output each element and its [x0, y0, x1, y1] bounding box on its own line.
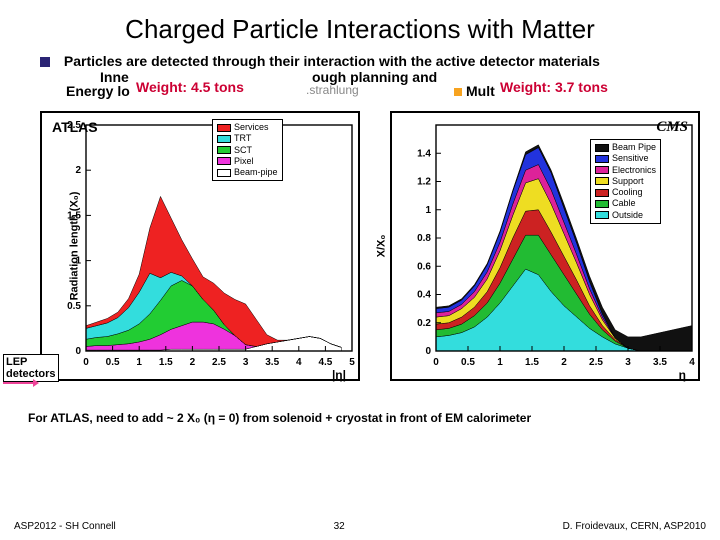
svg-text:0: 0: [83, 357, 89, 368]
mini-bullet: Mult: [454, 83, 495, 99]
svg-text:2: 2: [75, 165, 81, 176]
svg-text:0.5: 0.5: [67, 301, 81, 312]
weight-atlas: Weight: 4.5 tons: [136, 79, 244, 95]
footer: ASP2012 - SH Connell 32 D. Froidevaux, C…: [0, 521, 720, 532]
svg-text:5: 5: [349, 357, 355, 368]
legend: ServicesTRTSCTPixelBeam-pipe: [212, 119, 283, 181]
weights-row: Energy lo Inne Weight: 4.5 tons ough pla…: [0, 79, 720, 105]
svg-text:0.8: 0.8: [417, 233, 431, 244]
frag-inner: Inne: [100, 69, 129, 85]
svg-text:0: 0: [75, 346, 81, 357]
legend: Beam PipeSensitiveElectronicsSupportCool…: [590, 139, 661, 224]
svg-text:4: 4: [296, 357, 302, 368]
svg-text:3.5: 3.5: [653, 357, 667, 368]
svg-text:|η|: |η|: [332, 368, 346, 382]
cms-chart: CMS X/X₀ 00.511.522.533.5400.20.40.60.81…: [390, 111, 700, 381]
weight-cms: Weight: 3.7 tons: [500, 79, 608, 95]
svg-text:η: η: [679, 368, 686, 382]
svg-text:2: 2: [190, 357, 196, 368]
svg-text:3: 3: [243, 357, 249, 368]
cms-ylabel: X/X₀: [375, 235, 387, 258]
footnote: For ATLAS, need to add ~ 2 X₀ (η = 0) fr…: [0, 411, 720, 425]
footer-right: D. Froidevaux, CERN, ASP2010: [563, 521, 706, 532]
svg-text:1.4: 1.4: [417, 148, 431, 159]
svg-text:4: 4: [689, 357, 695, 368]
footer-left: ASP2012 - SH Connell: [14, 521, 116, 532]
charts-row: ATLAS Radiation length (X₀) 0 0.5 1 1.5 2 2.5…: [0, 105, 720, 381]
svg-text:4.5: 4.5: [318, 357, 332, 368]
svg-text:3.5: 3.5: [265, 357, 279, 368]
svg-text:0.2: 0.2: [417, 318, 431, 329]
svg-text:1: 1: [425, 205, 431, 216]
svg-text:1: 1: [136, 357, 142, 368]
intro-text: Particles are detected through their int…: [64, 53, 600, 69]
atlas-label: ATLAS: [52, 119, 98, 135]
frag-energy: Energy lo: [66, 83, 130, 99]
atlas-ylabel: Radiation length (X₀): [68, 192, 80, 301]
svg-text:2: 2: [561, 357, 567, 368]
intro-line: Particles are detected through their int…: [0, 53, 720, 69]
svg-text:3: 3: [625, 357, 631, 368]
svg-text:0.6: 0.6: [417, 261, 431, 272]
svg-text:0: 0: [433, 357, 439, 368]
svg-text:1: 1: [497, 357, 503, 368]
svg-text:1.5: 1.5: [159, 357, 173, 368]
bullet-icon: [40, 57, 50, 67]
lep-box: LEPdetectors: [3, 354, 59, 382]
svg-text:0.5: 0.5: [461, 357, 475, 368]
svg-text:2.5: 2.5: [589, 357, 603, 368]
svg-text:1.5: 1.5: [525, 357, 539, 368]
frag-strahlung: .strahlung: [306, 83, 359, 97]
svg-text:0.4: 0.4: [417, 290, 431, 301]
footer-center: 32: [334, 521, 345, 532]
svg-text:2.5: 2.5: [212, 357, 226, 368]
atlas-chart: ATLAS Radiation length (X₀) 0 0.5 1 1.5 2 2.5…: [40, 111, 360, 381]
slide-title: Charged Particle Interactions with Matte…: [0, 0, 720, 53]
svg-text:0.5: 0.5: [106, 357, 120, 368]
svg-text:0: 0: [425, 346, 431, 357]
lep-arrow-icon: [3, 382, 33, 384]
svg-text:1.2: 1.2: [417, 177, 431, 188]
cms-label: CMS: [656, 119, 688, 136]
